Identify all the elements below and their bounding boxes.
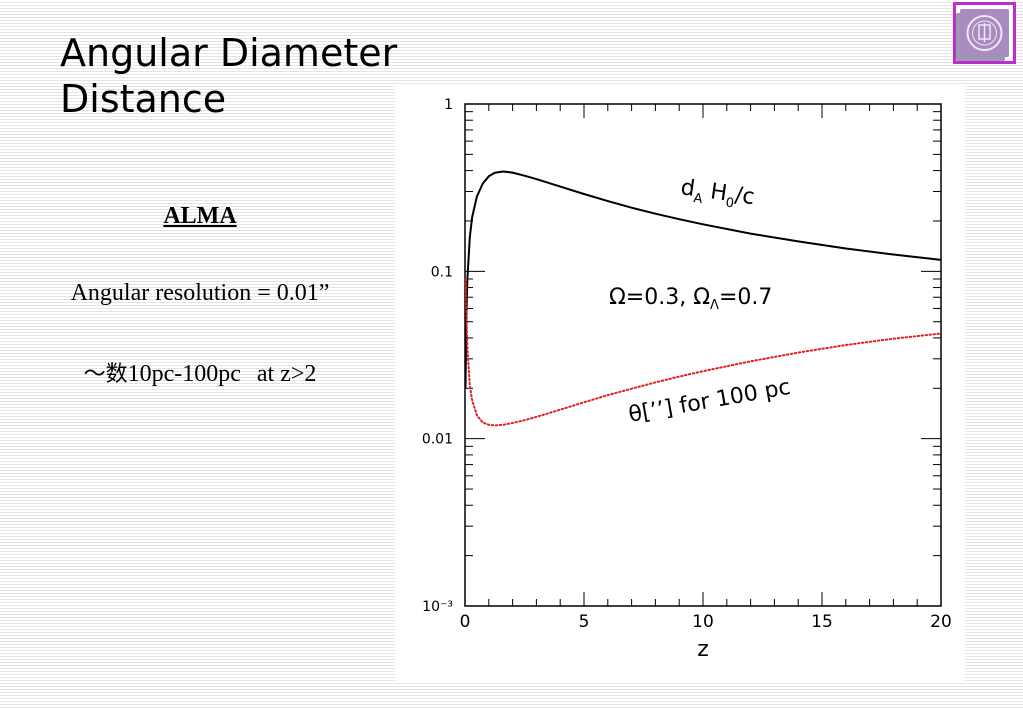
alma-heading: ALMA <box>163 203 237 229</box>
series-line-2 <box>464 278 942 427</box>
x-tick-label: 20 <box>930 612 952 632</box>
y-tick-label: 0.01 <box>422 432 453 448</box>
x-tick-label: 5 <box>579 612 590 632</box>
logo-frame <box>953 2 1016 64</box>
cosmology-annotation: Ω=0.3, ΩΛ=0.7 <box>609 285 772 313</box>
distance-chart: 0 5 10 15 20 1 0.1 0.01 10⁻³ z Ω=0.3, ΩΛ=0.7 dA … <box>395 86 965 682</box>
x-tick-label: 10 <box>692 612 714 632</box>
series-lines <box>464 170 942 427</box>
series-1-label: dA H0/c <box>679 175 757 214</box>
angular-resolution-text: Angular resolution = 0.01” <box>70 280 330 306</box>
y-tick-label: 10⁻³ <box>422 599 453 615</box>
tick-labels: 0 5 10 15 20 1 0.1 0.01 10⁻³ <box>422 97 952 632</box>
slide-title: Angular Diameter Distance <box>60 30 397 122</box>
range-condition: at z>2 <box>256 361 317 387</box>
slide-title-line-1: Angular Diameter <box>60 31 398 75</box>
x-tick-label: 15 <box>811 612 833 632</box>
chart-svg: 0 5 10 15 20 1 0.1 0.01 10⁻³ z Ω=0.3, ΩΛ=0.7 dA … <box>422 97 952 662</box>
university-seal-icon <box>960 9 1009 57</box>
x-axis-title: z <box>697 637 709 662</box>
series-line-1 <box>464 170 942 389</box>
y-tick-label: 0.1 <box>431 264 453 280</box>
y-tick-label: 1 <box>444 97 453 113</box>
range-prefix: ～数 <box>83 362 128 387</box>
slide-title-line-2: Distance <box>60 77 227 121</box>
range-value: 10pc-100pc <box>127 361 241 387</box>
x-tick-label: 0 <box>460 612 471 632</box>
distance-range-text: ～数10pc-100pc at z>2 <box>20 356 380 388</box>
